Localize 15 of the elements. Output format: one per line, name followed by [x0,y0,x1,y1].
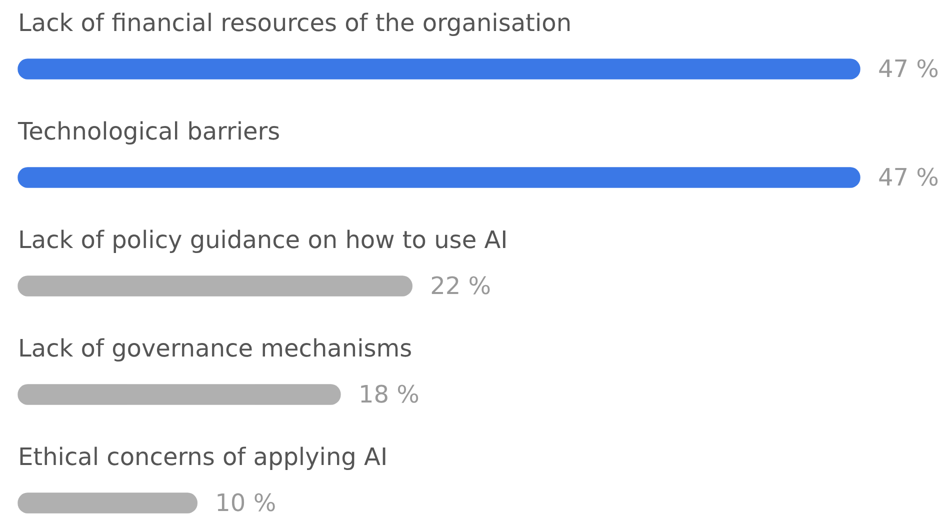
y-tick-label: Technological barriers [17,118,280,146]
y-tick-label: Lack of governance mechanisms [18,334,412,363]
data-label: 47 % [878,55,939,84]
bar [18,167,860,188]
bar [18,492,198,514]
bar [18,58,860,80]
y-tick-label: Lack of policy guidance on how to use AI [18,226,508,254]
data-label: 47 % [878,164,939,192]
data-label: 18 % [358,380,420,409]
bar [18,384,341,405]
bar [18,276,412,296]
data-label: 10 % [215,489,276,516]
y-tick-label: Lack of financial resources of the organisation [18,9,572,38]
data-label: 22 % [430,272,492,300]
y-tick-label: Ethical concerns of applying AI [18,443,388,472]
